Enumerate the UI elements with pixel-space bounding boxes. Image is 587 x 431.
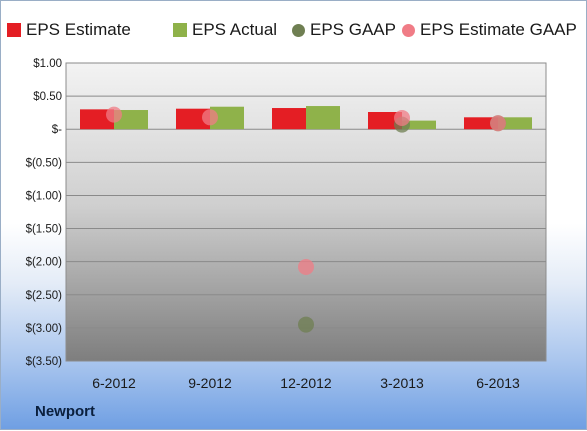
y-tick-label: $(3.50) xyxy=(26,356,63,368)
legend-swatch-eps-estimate xyxy=(7,23,21,37)
point-eps-estimate-gaap xyxy=(394,109,410,126)
legend-item-eps-estimate-gaap: EPS Estimate GAAP xyxy=(402,17,577,43)
bar-eps-actual xyxy=(498,117,532,130)
x-tick-label: 3-2013 xyxy=(380,375,424,391)
x-tick-label: 6-2012 xyxy=(92,375,136,391)
x-tick-label: 12-2012 xyxy=(280,375,332,391)
legend-marker-eps-gaap xyxy=(292,23,305,37)
bar-eps-estimate xyxy=(176,108,210,130)
legend-item-eps-gaap: EPS GAAP xyxy=(292,17,396,43)
y-tick-label: $(2.00) xyxy=(26,257,63,269)
legend-marker-eps-estimate-gaap xyxy=(402,23,415,37)
legend-label: EPS Estimate GAAP xyxy=(420,20,577,39)
legend-swatch-eps-actual xyxy=(173,23,187,37)
point-eps-estimate-gaap xyxy=(490,115,506,132)
chart-legend: EPS Estimate EPS Actual EPS GAAP EPS Est… xyxy=(7,17,587,43)
y-tick-label: $(0.50) xyxy=(26,157,63,169)
legend-item-eps-estimate: EPS Estimate xyxy=(7,17,131,43)
bar-eps-actual xyxy=(402,120,436,130)
y-tick-label: $(2.50) xyxy=(26,290,63,302)
bar-eps-estimate xyxy=(272,108,306,130)
point-eps-estimate-gaap xyxy=(298,258,314,275)
bar-eps-estimate xyxy=(368,112,402,130)
y-tick-label: $1.00 xyxy=(33,58,62,70)
legend-label: EPS Estimate xyxy=(26,20,131,39)
bar-eps-actual xyxy=(306,106,340,130)
y-tick-label: $(3.00) xyxy=(26,323,63,335)
point-eps-estimate-gaap xyxy=(106,106,122,123)
y-tick-label: $(1.00) xyxy=(26,190,63,202)
bar-eps-estimate xyxy=(464,117,498,130)
bar-eps-actual xyxy=(114,110,148,130)
point-eps-estimate-gaap xyxy=(202,109,218,126)
company-label: Newport xyxy=(35,403,95,420)
legend-label: EPS Actual xyxy=(192,20,278,39)
y-tick-label: $- xyxy=(52,124,62,136)
x-tick-label: 6-2013 xyxy=(476,375,520,391)
point-eps-gaap xyxy=(298,316,314,333)
legend-label: EPS GAAP xyxy=(310,20,396,39)
y-tick-label: $0.50 xyxy=(33,91,62,103)
bar-eps-actual xyxy=(210,106,244,130)
y-tick-label: $(1.50) xyxy=(26,224,63,236)
legend-item-eps-actual: EPS Actual xyxy=(173,17,277,43)
x-tick-label: 9-2012 xyxy=(188,375,232,391)
bar-eps-estimate xyxy=(80,109,114,130)
